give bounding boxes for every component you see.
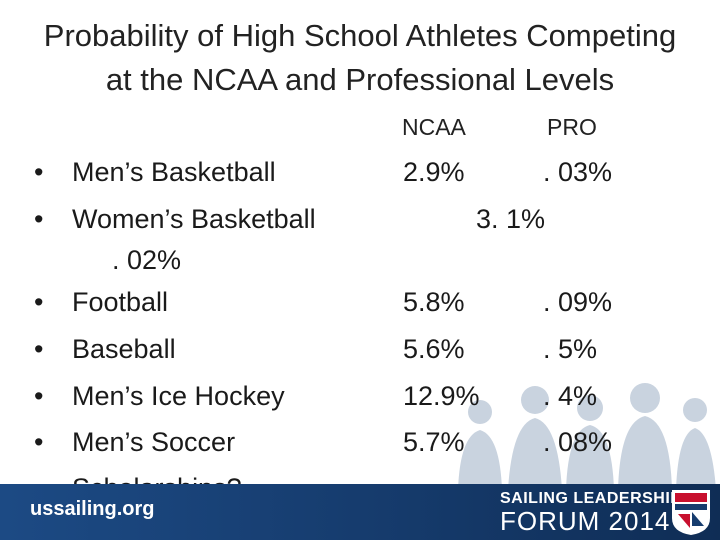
pro-value: . 5% — [543, 334, 598, 364]
ncaa-value: 5.7% — [403, 427, 465, 457]
sport-label: Football — [72, 287, 169, 317]
ncaa-value: 12.9% — [403, 381, 480, 411]
sport-label: Baseball — [72, 334, 176, 364]
footer-banner: ussailing.org SAILING LEADERSHIP FORUM 2… — [0, 484, 720, 540]
footer-url: ussailing.org — [30, 498, 155, 520]
list-item: • Women’s Basketball — [34, 199, 316, 239]
sport-label: Men’s Soccer — [72, 427, 236, 457]
bullet-glyph: • — [34, 427, 44, 457]
pro-value: . 09% — [543, 287, 613, 317]
slide-title: Probability of High School Athletes Comp… — [0, 14, 720, 102]
list-item: • Men’s Soccer — [34, 422, 235, 462]
bullet-glyph: • — [34, 204, 44, 234]
column-header-ncaa: NCAA — [402, 114, 466, 140]
ncaa-value: 5.8% — [403, 287, 465, 317]
bullet-glyph: • — [34, 287, 44, 317]
list-item: • Football — [34, 282, 168, 322]
ncaa-value: 2.9% — [403, 157, 465, 187]
pro-value: . 03% — [543, 157, 613, 187]
title-line-1: Probability of High School Athletes Comp… — [43, 18, 677, 53]
ncaa-value: 3. 1% — [476, 204, 546, 234]
list-item: • Baseball — [34, 329, 176, 369]
list-item: • Men’s Basketball — [34, 152, 276, 192]
athletes-silhouette-image — [458, 383, 716, 490]
event-name-line-2: FORUM 2014 — [500, 506, 671, 536]
sport-label: Men’s Basketball — [72, 157, 276, 187]
ncaa-value: 5.6% — [403, 334, 465, 364]
list-item: • Men’s Ice Hockey — [34, 376, 285, 416]
us-sailing-logo-icon — [672, 490, 710, 535]
event-name-line-1: SAILING LEADERSHIP — [500, 490, 682, 507]
sport-label: Men’s Ice Hockey — [72, 381, 285, 411]
sport-label: Women’s Basketball — [72, 204, 316, 234]
bullet-glyph: • — [34, 334, 44, 364]
bullet-glyph: • — [34, 381, 44, 411]
pro-value: . 08% — [543, 427, 613, 457]
footer-background — [0, 484, 720, 540]
column-header-pro: PRO — [547, 114, 597, 140]
pro-value: . 4% — [543, 381, 598, 411]
title-line-2: at the NCAA and Professional Levels — [105, 62, 615, 97]
wrapped-pro-value: . 02% — [112, 245, 182, 275]
bullet-glyph: • — [34, 157, 44, 187]
